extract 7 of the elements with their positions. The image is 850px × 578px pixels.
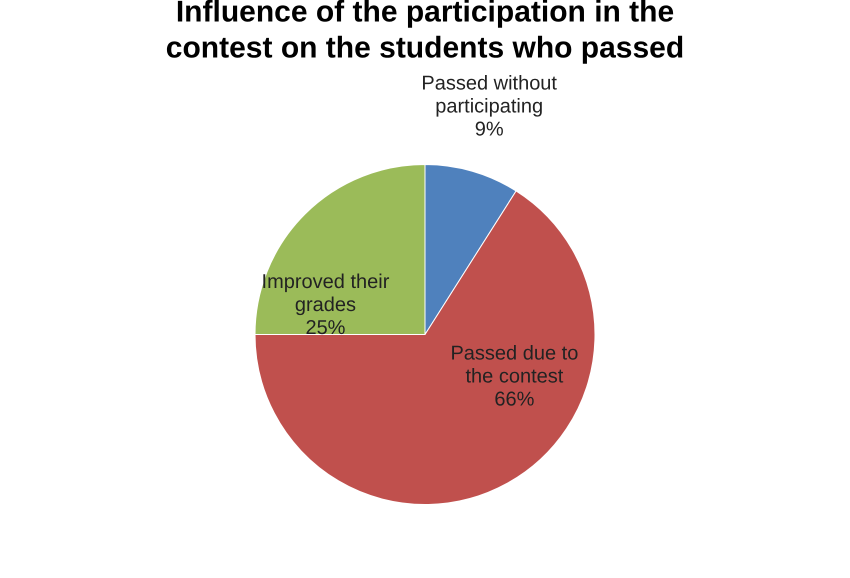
chart-title: Influence of the participation in the contest on the students who passed — [166, 0, 684, 65]
slice-label: Passed without participating — [421, 72, 558, 118]
data-label: 25% — [305, 317, 346, 340]
data-label: 66% — [494, 388, 535, 411]
data-label: 9% — [474, 118, 504, 141]
slice-label: Passed due to the contest — [450, 342, 578, 388]
slice-label: Improved their grades — [262, 271, 390, 316]
